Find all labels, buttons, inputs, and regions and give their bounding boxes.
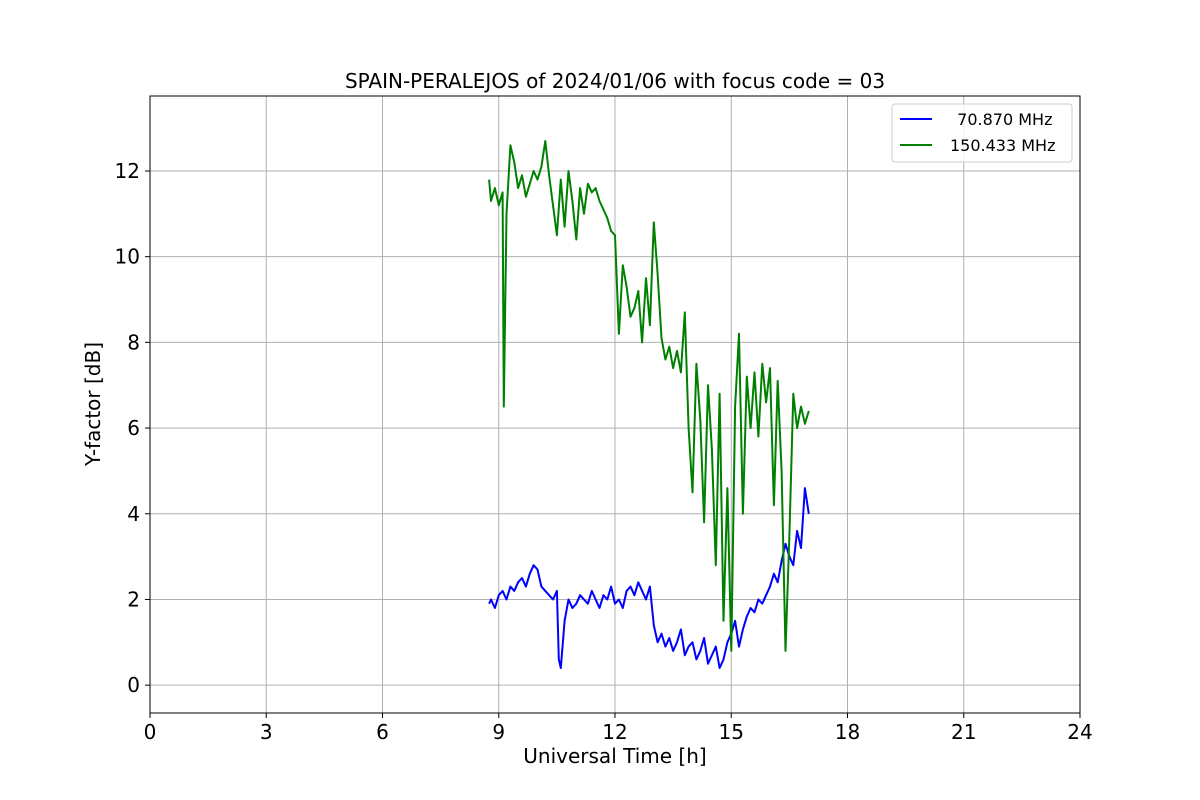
x-tick-label: 9 (492, 720, 505, 744)
legend: 70.870 MHz 150.433 MHz (891, 103, 1073, 163)
legend-box (891, 103, 1073, 163)
x-tick-label: 0 (144, 720, 157, 744)
series-line-150-433 (488, 140, 810, 652)
y-tick-label: 2 (127, 587, 140, 611)
x-axis-label: Universal Time [h] (523, 744, 706, 768)
y-axis-label: Y-factor [dB] (81, 342, 105, 467)
y-tick-label: 12 (115, 159, 140, 183)
grid (149, 96, 1081, 713)
y-tick-label: 4 (127, 502, 140, 526)
x-axis: 0 3 6 9 12 15 18 21 24 (144, 713, 1093, 744)
x-tick-label: 3 (260, 720, 273, 744)
x-tick-label: 24 (1067, 720, 1092, 744)
x-tick-label: 18 (835, 720, 860, 744)
y-tick-label: 6 (127, 416, 140, 440)
x-tick-label: 15 (719, 720, 744, 744)
chart-title: SPAIN-PERALEJOS of 2024/01/06 with focus… (345, 69, 885, 93)
series-layer (488, 140, 810, 669)
legend-label-70-870: 70.870 MHz (947, 110, 1052, 129)
y-axis: 0 2 4 6 8 10 12 (115, 159, 150, 697)
y-tick-label: 8 (127, 330, 140, 354)
x-tick-label: 21 (951, 720, 976, 744)
x-tick-label: 6 (376, 720, 389, 744)
x-tick-label: 12 (602, 720, 627, 744)
legend-label-150-433: 150.433 MHz (950, 136, 1055, 155)
series-line-70-870 (488, 487, 810, 669)
y-tick-label: 0 (127, 673, 140, 697)
y-tick-label: 10 (115, 245, 140, 269)
